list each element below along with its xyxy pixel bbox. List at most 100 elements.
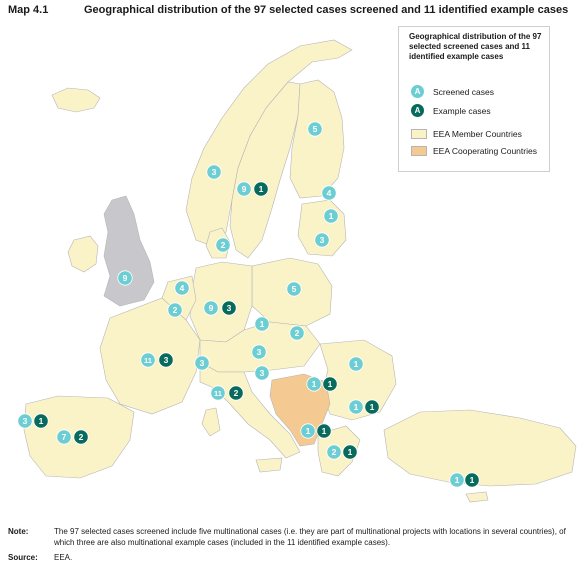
marker-count: 1 [354, 359, 359, 369]
marker-count: 1 [370, 402, 375, 412]
screened-case-marker: 1 [348, 399, 364, 415]
screened-case-marker: 3 [254, 365, 270, 381]
example-case-marker: 3 [221, 300, 237, 316]
marker-circle [348, 399, 364, 415]
marker-circle [73, 429, 89, 445]
screened-case-marker: 9 [203, 300, 219, 316]
screened-case-marker: 3 [17, 413, 33, 429]
screened-case-marker: 1 [323, 208, 339, 224]
screened-case-marker: 1 [300, 423, 316, 439]
example-case-marker: 2 [228, 385, 244, 401]
country-sweden [229, 81, 301, 259]
screened-case-marker: 1 [348, 356, 364, 372]
screened-case-marker: 3 [314, 232, 330, 248]
marker-count: 1 [39, 416, 44, 426]
legend-example-label: Example cases [433, 106, 491, 116]
screened-case-marker: 2 [215, 237, 231, 253]
marker-circle [326, 444, 342, 460]
screened-case-marker: 11 [140, 352, 156, 368]
source-row: Source: EEA. [8, 552, 578, 563]
screened-case-marker: 9 [236, 181, 252, 197]
marker-circle [56, 429, 72, 445]
country-iceland [51, 87, 101, 113]
legend-cooperating-label: EEA Cooperating Countries [433, 146, 537, 156]
marker-count: 5 [292, 284, 297, 294]
country-sardinia [201, 407, 221, 437]
marker-circle [167, 302, 183, 318]
marker-circle [286, 281, 302, 297]
screened-case-marker: 9 [117, 270, 133, 286]
marker-circle [342, 444, 358, 460]
marker-count: 1 [354, 402, 359, 412]
screened-case-marker: 5 [307, 121, 323, 137]
map-notes: Note: The 97 selected cases screened inc… [8, 526, 578, 563]
marker-circle [364, 399, 380, 415]
marker-count: 1 [322, 426, 327, 436]
marker-count: 4 [180, 283, 185, 293]
example-symbol: A [411, 104, 424, 117]
country-turkey [383, 409, 577, 487]
example-case-marker: 1 [342, 444, 358, 460]
cooperating-swatch [411, 146, 427, 156]
marker-count: 1 [470, 475, 475, 485]
screened-case-marker: 4 [321, 185, 337, 201]
map-frame: 5 3 9 1 4 1 3 2 9 4 2 9 3 5 1 2 11 3 3 3 3 1 1 1 11 2 1 1 3 1 7 2 1 1 2 1 1 1 [0, 22, 582, 512]
country-sicily [255, 457, 283, 473]
example-case-marker: 1 [322, 376, 338, 392]
member-swatch [411, 129, 427, 139]
source-text: EEA. [54, 553, 73, 562]
source-label: Source: [8, 553, 38, 562]
example-case-marker: 1 [316, 423, 332, 439]
screened-case-marker: 4 [174, 280, 190, 296]
country-united-kingdom [103, 195, 155, 307]
marker-count: 1 [455, 475, 460, 485]
screened-case-marker: 2 [167, 302, 183, 318]
marker-count: 3 [23, 416, 28, 426]
marker-circle [449, 472, 465, 488]
note-text: The 97 selected cases screened include f… [54, 527, 566, 547]
marker-count: 1 [306, 426, 311, 436]
map-header: Map 4.1 Geographical distribution of the… [0, 0, 582, 22]
screened-case-marker: 3 [206, 164, 222, 180]
country-ireland [67, 235, 99, 273]
legend-member-label: EEA Member Countries [433, 129, 522, 139]
marker-count: 4 [327, 188, 332, 198]
note-row: Note: The 97 selected cases screened inc… [8, 526, 578, 548]
example-case-marker: 1 [33, 413, 49, 429]
screened-symbol: A [411, 85, 424, 98]
marker-count: 1 [260, 319, 265, 329]
marker-circle [322, 376, 338, 392]
marker-count: 11 [214, 389, 222, 398]
marker-circle [251, 344, 267, 360]
marker-count: 1 [259, 184, 264, 194]
marker-circle [228, 385, 244, 401]
marker-count: 3 [200, 358, 205, 368]
example-case-marker: 2 [73, 429, 89, 445]
screened-case-marker: 2 [326, 444, 342, 460]
marker-count: 3 [320, 235, 325, 245]
marker-circle [254, 365, 270, 381]
marker-circle [17, 413, 33, 429]
marker-circle [464, 472, 480, 488]
legend-screened-label: Screened cases [433, 87, 494, 97]
country-norway [185, 39, 353, 247]
country-germany [189, 261, 253, 343]
note-label: Note: [8, 527, 29, 536]
marker-circle [300, 423, 316, 439]
marker-count: 9 [209, 303, 214, 313]
country-baltics [297, 199, 347, 257]
marker-count: 3 [227, 303, 232, 313]
marker-circle [140, 352, 156, 368]
marker-count: 2 [79, 432, 84, 442]
marker-count: 2 [234, 388, 239, 398]
example-case-marker: 1 [253, 181, 269, 197]
marker-count: 5 [313, 124, 318, 134]
marker-count: 2 [295, 328, 300, 338]
marker-count: 2 [332, 447, 337, 457]
marker-circle [323, 208, 339, 224]
marker-count: 3 [164, 355, 169, 365]
marker-circle [307, 121, 323, 137]
example-case-marker: 1 [464, 472, 480, 488]
screened-case-marker: 1 [449, 472, 465, 488]
